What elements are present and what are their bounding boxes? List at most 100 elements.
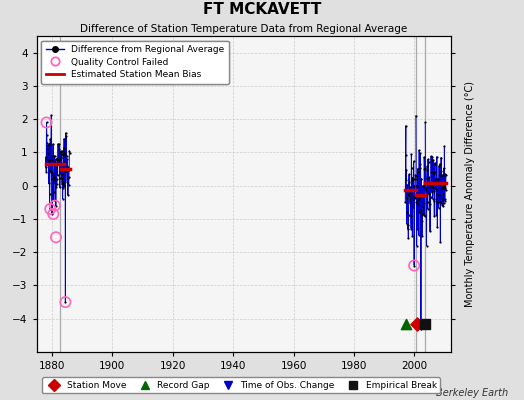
Point xyxy=(432,199,441,206)
Point xyxy=(48,170,56,176)
Point xyxy=(46,166,54,173)
Point xyxy=(411,172,420,178)
Point xyxy=(401,123,410,129)
Point xyxy=(415,208,423,215)
Point xyxy=(63,164,71,170)
Point xyxy=(405,179,413,185)
Point xyxy=(43,140,51,146)
Point xyxy=(56,175,64,181)
Point xyxy=(409,158,418,164)
Point xyxy=(58,178,67,184)
Point xyxy=(412,320,421,327)
Point xyxy=(407,226,416,232)
Point xyxy=(418,212,427,218)
Point xyxy=(51,202,59,209)
Point xyxy=(421,320,430,327)
Point xyxy=(61,130,70,136)
Point xyxy=(421,187,430,194)
Point xyxy=(58,181,67,188)
Point xyxy=(420,200,428,206)
Point xyxy=(42,132,51,138)
Point xyxy=(47,154,55,160)
Point xyxy=(402,166,410,173)
Point xyxy=(421,213,429,219)
Point xyxy=(440,165,448,172)
Point xyxy=(414,232,423,238)
Point xyxy=(49,141,57,147)
Point xyxy=(419,204,428,210)
Point xyxy=(441,198,449,204)
Point xyxy=(60,149,68,156)
Point xyxy=(407,187,415,193)
Point xyxy=(416,165,424,172)
Point xyxy=(430,171,438,178)
Point xyxy=(414,166,422,172)
Point xyxy=(403,191,412,197)
Point xyxy=(440,200,448,206)
Point xyxy=(42,119,51,126)
Point xyxy=(64,166,73,173)
Point xyxy=(54,160,62,166)
Point xyxy=(440,143,449,150)
Point xyxy=(44,142,52,149)
Point xyxy=(60,136,68,142)
Point xyxy=(425,195,434,201)
Point xyxy=(58,151,66,157)
Point xyxy=(59,159,68,165)
Point xyxy=(433,199,442,206)
Point xyxy=(411,187,419,193)
Point xyxy=(410,262,418,269)
Point xyxy=(63,163,72,170)
Point xyxy=(438,196,446,202)
Point xyxy=(434,179,443,185)
Point xyxy=(416,161,424,167)
Point xyxy=(59,181,68,187)
Point xyxy=(409,193,417,199)
Point xyxy=(438,183,446,190)
Point xyxy=(416,150,424,157)
Point xyxy=(435,180,443,187)
Point xyxy=(61,299,70,305)
Point xyxy=(48,153,57,160)
Point xyxy=(404,235,412,242)
Point xyxy=(62,165,71,172)
Point xyxy=(424,175,432,182)
Point xyxy=(438,202,446,208)
Point xyxy=(429,157,437,163)
Point xyxy=(424,190,433,197)
Point xyxy=(63,178,71,185)
Point xyxy=(47,176,56,182)
Point xyxy=(430,198,438,204)
Point xyxy=(46,168,54,174)
Point xyxy=(47,112,56,119)
Point xyxy=(414,201,422,207)
Point xyxy=(434,205,443,211)
Point xyxy=(43,157,52,163)
Point xyxy=(408,174,416,181)
Point xyxy=(52,184,60,190)
Point xyxy=(441,196,449,202)
Point xyxy=(419,210,427,216)
Point xyxy=(57,149,66,156)
Point xyxy=(62,132,70,139)
Point xyxy=(51,180,59,186)
Point xyxy=(417,176,425,182)
Point xyxy=(412,242,421,249)
Point xyxy=(413,200,422,206)
Point xyxy=(402,220,411,227)
Point xyxy=(46,206,54,212)
Point xyxy=(46,136,54,142)
Point xyxy=(436,239,444,246)
Point xyxy=(423,198,432,205)
Point xyxy=(419,182,427,189)
Point xyxy=(49,172,58,178)
Point xyxy=(427,182,435,189)
Point xyxy=(403,226,412,232)
Point xyxy=(58,162,67,168)
Point xyxy=(54,141,62,147)
Point xyxy=(56,184,64,190)
Point xyxy=(41,164,50,170)
Point xyxy=(403,195,411,202)
Point xyxy=(53,156,62,162)
Point xyxy=(408,196,417,202)
